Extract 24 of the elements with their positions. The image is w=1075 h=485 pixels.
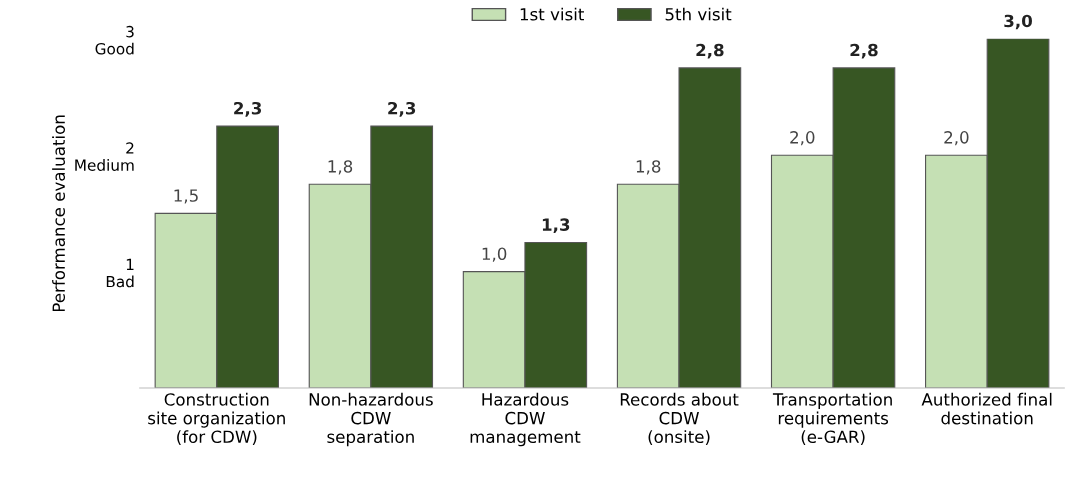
data-label: 3,0 <box>1004 14 1032 30</box>
data-label: 1,8 <box>328 160 353 175</box>
data-label: 1,3 <box>542 218 570 234</box>
y-tick-label: 1 Bad <box>106 258 134 288</box>
y-tick-label: 3 Good <box>95 25 134 55</box>
data-label: 2,8 <box>696 43 724 59</box>
x-tick-label: Authorized final destination <box>921 392 1052 425</box>
data-label: 2,0 <box>790 131 815 146</box>
x-tick-label: Transportation requirements (e-GAR) <box>772 392 892 446</box>
data-label: 1,8 <box>636 160 661 175</box>
data-label: 1,5 <box>174 189 198 204</box>
x-tick-label: Hazardous CDW management <box>470 392 581 447</box>
x-tick-label: Construction site organization (for CDW) <box>148 392 285 446</box>
x-tick-label: Records about CDW (onsite) <box>620 392 739 446</box>
data-label: 2,3 <box>388 101 416 117</box>
data-label: 2,8 <box>850 43 878 59</box>
legend-label: 1st visit <box>520 7 584 21</box>
y-tick-label: 2 Medium <box>75 142 134 171</box>
data-label: 2,3 <box>234 101 262 117</box>
legend-label: 5th visit <box>665 7 732 21</box>
x-tick-label: Non-hazardous CDW separation <box>309 392 433 447</box>
data-label: 2,0 <box>944 131 969 146</box>
y-axis-title: Performance evaluation <box>52 115 66 312</box>
data-label: 1,0 <box>482 247 507 262</box>
